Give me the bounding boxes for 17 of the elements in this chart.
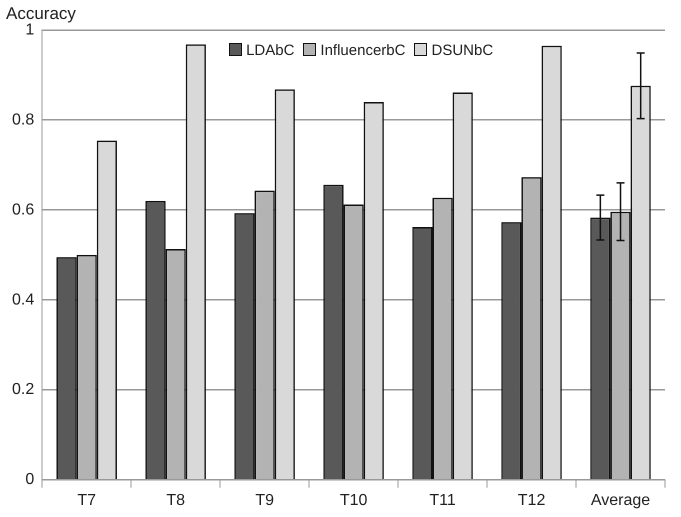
x-tick-label: T9 [255,492,274,509]
legend-label: LDAbC [245,42,294,59]
y-tick-label: 0.6 [12,201,34,218]
x-tick-label: Average [590,492,650,509]
y-tick-label: 0.2 [12,381,34,398]
y-tick-label: 0.4 [12,291,34,308]
x-tick-label: T8 [166,492,186,509]
y-tick-label: 1 [25,21,34,38]
y-tick-label: 0 [25,471,34,488]
y-tick-label: 0.8 [12,111,34,128]
legend-label: InfluencerbC [319,42,406,59]
legend-label: DSUNbC [430,42,494,59]
x-tick-label: T11 [429,492,456,509]
x-tick-label: T7 [77,492,96,509]
x-tick-label: T10 [340,492,368,509]
x-tick-label: T12 [518,492,546,509]
y-axis-title: Accuracy [6,4,76,24]
